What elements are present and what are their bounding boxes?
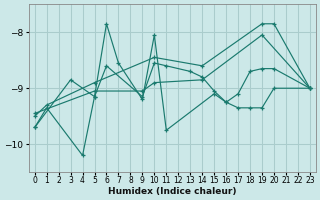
X-axis label: Humidex (Indice chaleur): Humidex (Indice chaleur) [108,187,236,196]
